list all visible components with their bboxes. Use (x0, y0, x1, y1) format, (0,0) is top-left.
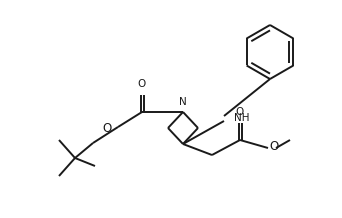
Text: O: O (236, 107, 244, 117)
Text: O: O (138, 79, 146, 89)
Text: O: O (103, 123, 112, 136)
Text: O: O (269, 140, 278, 153)
Text: NH: NH (234, 113, 250, 123)
Text: N: N (179, 97, 187, 107)
